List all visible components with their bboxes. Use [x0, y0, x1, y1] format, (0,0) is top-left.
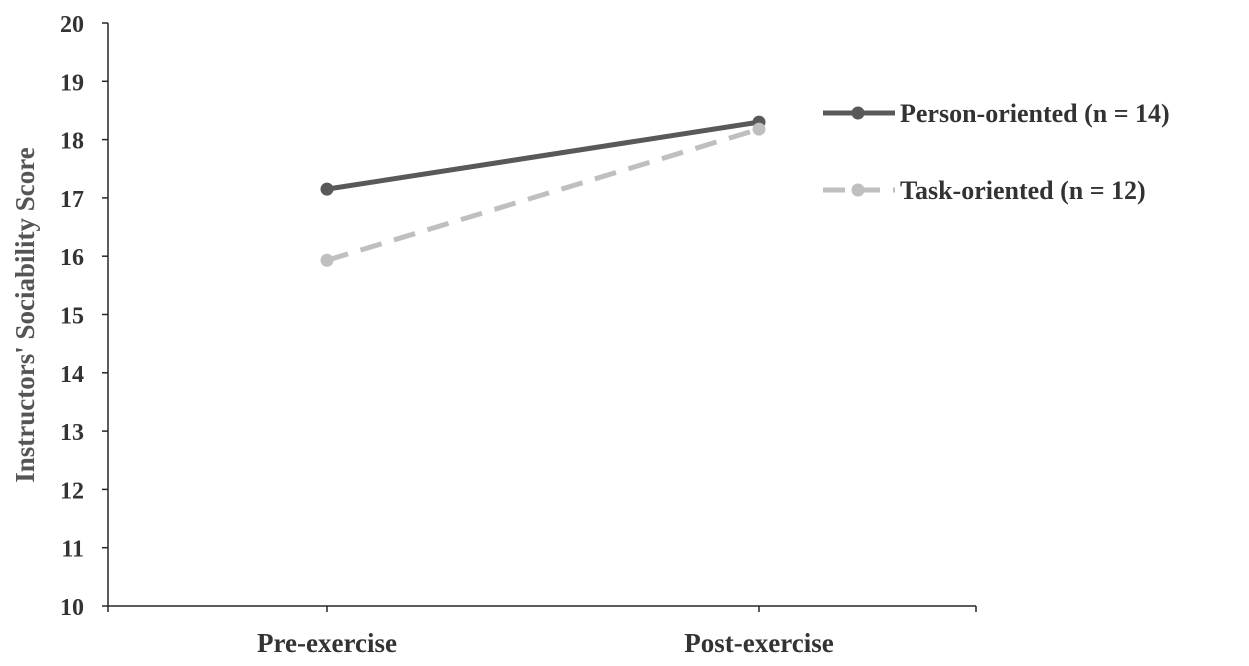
data-point: [320, 182, 334, 196]
y-tick-label: 17: [60, 187, 84, 213]
series-1: [320, 115, 766, 196]
y-tick-label: 19: [60, 70, 84, 96]
legend-entry-1: Person-oriented (n = 14): [823, 99, 1170, 128]
y-tick-label: 14: [60, 362, 84, 388]
y-tick-label: 15: [60, 304, 84, 330]
y-tick-label: 11: [61, 537, 84, 563]
x-category-label: Post-exercise: [684, 628, 833, 658]
y-tick-label: 16: [60, 245, 84, 271]
y-tick-label: 20: [60, 12, 84, 38]
series-layer: [320, 115, 766, 267]
legend-marker: [851, 183, 865, 197]
legend-marker: [851, 106, 865, 120]
series-2: [320, 122, 766, 267]
data-point: [752, 122, 766, 136]
series-line: [326, 119, 760, 192]
data-point: [320, 253, 334, 267]
axes: 10 11 12 13 14 15 16 17 18 19 20 Pre-exercise Post-e…: [60, 12, 977, 658]
series-line: [326, 126, 760, 263]
legend-entry-2: Task-oriented (n = 12): [823, 176, 1146, 205]
y-tick-label: 12: [60, 478, 84, 504]
legend-label: Person-oriented (n = 14): [900, 99, 1170, 128]
y-tick-label: 18: [60, 129, 84, 155]
y-tick-label: 10: [60, 595, 84, 621]
y-tick-label: 13: [60, 420, 84, 446]
legend-label: Task-oriented (n = 12): [900, 176, 1146, 205]
y-axis-title: Instructors' Sociability Score: [10, 147, 40, 482]
x-category-label: Pre-exercise: [257, 628, 397, 658]
legend: Person-oriented (n = 14) Task-oriented (n…: [823, 99, 1170, 205]
